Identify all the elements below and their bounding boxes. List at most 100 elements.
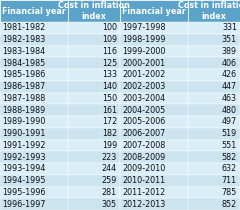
Text: 1987-1988: 1987-1988 [2,94,45,103]
Text: 116: 116 [102,47,117,56]
Bar [120,0,188,22]
Text: 305: 305 [102,200,117,209]
Bar [188,163,240,175]
Text: 2004-2005: 2004-2005 [122,106,165,115]
Text: 2009-2010: 2009-2010 [122,164,165,173]
Text: 1981-1982: 1981-1982 [2,23,45,32]
Text: 1999-2000: 1999-2000 [122,47,165,56]
Bar [120,116,188,128]
Text: 1988-1989: 1988-1989 [2,106,45,115]
Bar [0,92,68,104]
Text: 1984-1985: 1984-1985 [2,59,45,68]
Bar [68,81,120,92]
Bar [120,163,188,175]
Bar [120,128,188,139]
Bar [0,139,68,151]
Text: 2005-2006: 2005-2006 [122,117,165,126]
Text: 351: 351 [222,35,237,44]
Text: 182: 182 [102,129,117,138]
Text: 406: 406 [222,59,237,68]
Bar [188,0,240,22]
Text: 426: 426 [222,70,237,79]
Text: 497: 497 [222,117,237,126]
Bar [120,46,188,57]
Text: 109: 109 [102,35,117,44]
Text: 199: 199 [102,141,117,150]
Text: 711: 711 [222,176,237,185]
Bar [120,186,188,198]
Bar [188,186,240,198]
Bar [120,139,188,151]
Bar [68,46,120,57]
Text: 480: 480 [222,106,237,115]
Text: 1993-1994: 1993-1994 [2,164,45,173]
Bar [188,81,240,92]
Bar [120,69,188,81]
Bar [0,69,68,81]
Bar [0,151,68,163]
Text: Financial year: Financial year [2,7,66,16]
Text: 1998-1999: 1998-1999 [122,35,166,44]
Bar [68,186,120,198]
Bar [0,128,68,139]
Text: 1991-1992: 1991-1992 [2,141,46,150]
Text: 852: 852 [222,200,237,209]
Text: 1994-1995: 1994-1995 [2,176,46,185]
Bar [0,104,68,116]
Bar [120,57,188,69]
Text: 259: 259 [102,176,117,185]
Text: 2011-2012: 2011-2012 [122,188,165,197]
Bar [68,116,120,128]
Bar [68,128,120,139]
Text: 2006-2007: 2006-2007 [122,129,165,138]
Text: 582: 582 [222,153,237,162]
Text: 133: 133 [102,70,117,79]
Text: 2002-2003: 2002-2003 [122,82,165,91]
Bar [0,0,68,22]
Bar [188,46,240,57]
Text: 140: 140 [102,82,117,91]
Text: 2007-2008: 2007-2008 [122,141,165,150]
Text: Financial year: Financial year [122,7,186,16]
Bar [188,128,240,139]
Bar [68,104,120,116]
Bar [120,104,188,116]
Bar [188,198,240,210]
Bar [120,198,188,210]
Text: 519: 519 [222,129,237,138]
Bar [188,151,240,163]
Bar [0,175,68,186]
Bar [0,46,68,57]
Bar [68,163,120,175]
Bar [68,57,120,69]
Text: 1995-1996: 1995-1996 [2,188,46,197]
Bar [68,151,120,163]
Bar [68,198,120,210]
Bar [68,139,120,151]
Text: 1990-1991: 1990-1991 [2,129,45,138]
Text: 331: 331 [222,23,237,32]
Bar [120,81,188,92]
Bar [188,57,240,69]
Bar [0,116,68,128]
Text: 1989-1990: 1989-1990 [2,117,45,126]
Text: 785: 785 [222,188,237,197]
Text: 244: 244 [102,164,117,173]
Text: 1997-1998: 1997-1998 [122,23,166,32]
Bar [188,92,240,104]
Text: 2008-2009: 2008-2009 [122,153,165,162]
Text: 2001-2002: 2001-2002 [122,70,165,79]
Bar [120,92,188,104]
Bar [188,69,240,81]
Text: 150: 150 [102,94,117,103]
Text: 161: 161 [102,106,117,115]
Text: 2010-2011: 2010-2011 [122,176,165,185]
Text: 172: 172 [102,117,117,126]
Text: 100: 100 [102,23,117,32]
Bar [188,116,240,128]
Bar [188,104,240,116]
Bar [0,186,68,198]
Text: 1986-1987: 1986-1987 [2,82,45,91]
Bar [0,81,68,92]
Bar [120,22,188,34]
